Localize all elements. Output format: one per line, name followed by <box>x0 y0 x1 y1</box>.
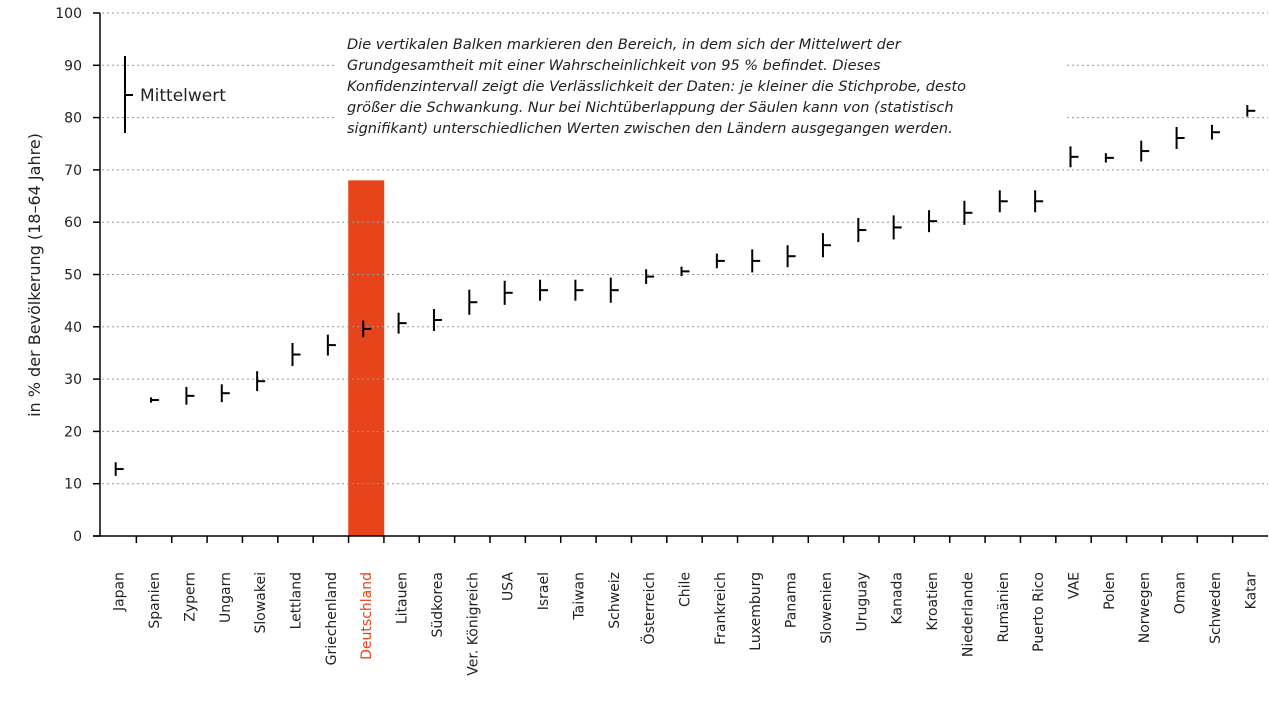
y-tick-label: 10 <box>64 477 82 493</box>
y-tick-label: 100 <box>55 6 82 22</box>
annotation-text: Konfidenzintervall zeigt die Verlässlich… <box>347 79 966 95</box>
x-tick-label: Taiwan <box>571 572 587 621</box>
y-tick-label: 80 <box>64 111 82 127</box>
x-tick-label: Polen <box>1102 572 1118 610</box>
x-tick-label: Kroatien <box>925 572 941 631</box>
x-tick-label: Österreich <box>640 572 658 644</box>
y-tick-label: 20 <box>64 424 82 440</box>
x-tick-label: Ver. Königreich <box>465 572 481 676</box>
y-tick-label: 0 <box>73 529 82 545</box>
x-tick-label: Katar <box>1243 572 1259 610</box>
x-tick-label: Norwegen <box>1137 572 1153 643</box>
x-tick-label: Südkorea <box>430 572 446 637</box>
y-tick-label: 60 <box>64 215 82 231</box>
x-tick-label: VAE <box>1067 572 1083 599</box>
x-tick-label: Frankreich <box>713 572 729 645</box>
x-tick-label: Deutschland <box>359 572 375 660</box>
x-tick-label: Slowakei <box>253 572 269 633</box>
x-tick-label: Slowenien <box>819 572 835 644</box>
x-tick-label: Griechenland <box>324 572 340 665</box>
y-tick-label: 30 <box>64 372 82 388</box>
annotation-text: signifikant) unterschiedlichen Werten zw… <box>347 121 953 137</box>
x-tick-label: Uruguay <box>854 572 870 632</box>
x-tick-label: Kanada <box>890 572 906 624</box>
x-tick-label: Puerto Rico <box>1031 572 1047 652</box>
y-tick-label: 40 <box>64 320 82 336</box>
x-tick-label: USA <box>501 572 517 601</box>
x-tick-label: Schweiz <box>607 572 623 629</box>
x-tick-label: Israel <box>536 572 552 610</box>
x-tick-label: Lettland <box>289 572 305 629</box>
annotation-text: Grundgesamtheit mit einer Wahrscheinlich… <box>347 58 881 74</box>
annotation-text: Die vertikalen Balken markieren den Bere… <box>347 37 902 53</box>
x-tick-label: Niederlande <box>960 572 976 657</box>
x-tick-label: Oman <box>1173 572 1189 614</box>
x-tick-label: Spanien <box>147 572 163 629</box>
y-tick-label: 50 <box>64 268 82 284</box>
y-axis-label: in % der Bevölkerung (18–64 Jahre) <box>25 133 44 417</box>
x-tick-label: Schweden <box>1208 572 1224 644</box>
x-tick-label: Panama <box>784 572 800 628</box>
y-tick-label: 70 <box>64 163 82 179</box>
x-tick-label: Zypern <box>182 572 198 622</box>
y-tick-label: 90 <box>64 58 82 74</box>
x-tick-label: Luxemburg <box>748 572 764 651</box>
highlight-bar <box>348 180 385 537</box>
legend-label: Mittelwert <box>140 86 226 106</box>
x-tick-label: Japan <box>112 572 128 612</box>
annotation-bg <box>335 20 1065 148</box>
annotation-text: größer die Schwankung. Nur bei Nichtüber… <box>347 100 954 116</box>
x-tick-label: Rumänien <box>996 572 1012 642</box>
x-tick-label: Litauen <box>395 572 411 624</box>
x-tick-label: Chile <box>678 572 694 607</box>
x-tick-label: Ungarn <box>218 572 234 623</box>
